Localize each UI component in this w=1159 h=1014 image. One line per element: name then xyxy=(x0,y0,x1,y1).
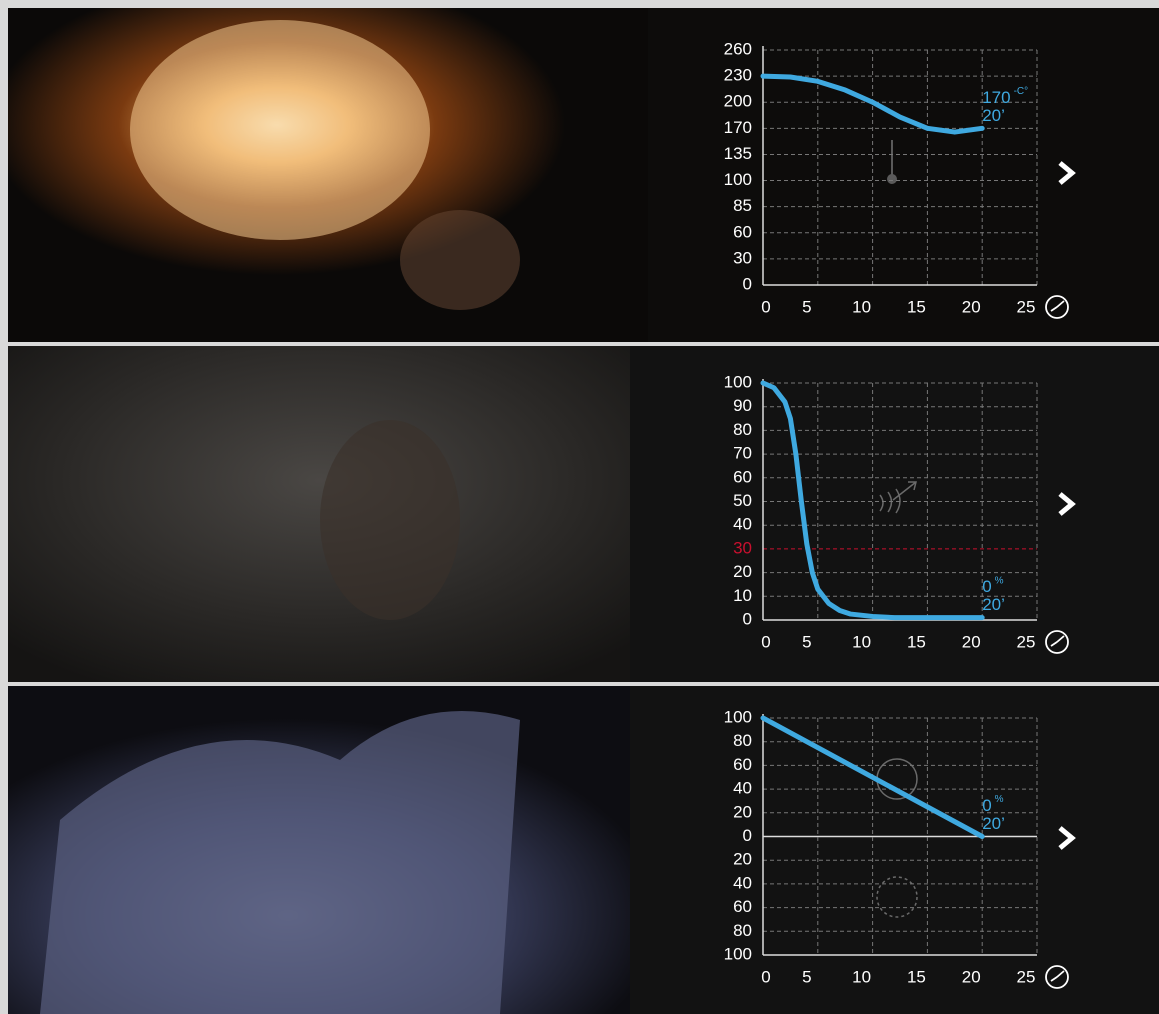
y-tick-label: 50 xyxy=(733,491,752,510)
annotation-value: 170 xyxy=(982,88,1010,107)
y-tick-label: 170 xyxy=(724,118,752,137)
x-tick-label: 0 xyxy=(761,297,770,316)
y-tick-label: 40 xyxy=(733,873,752,892)
clock-icon xyxy=(1050,970,1065,982)
series-line xyxy=(760,73,985,135)
clock-icon xyxy=(1045,630,1069,654)
y-tick-label: 260 xyxy=(724,39,752,58)
figure xyxy=(320,420,460,620)
y-tick-label: 85 xyxy=(733,196,752,215)
x-tick-label: 20 xyxy=(962,967,981,986)
y-tick-label: 80 xyxy=(733,921,752,940)
x-tick-label: 20 xyxy=(962,297,981,316)
y-tick-label: 30 xyxy=(733,538,752,557)
y-tick-label: 40 xyxy=(733,779,752,798)
y-tick-label: 20 xyxy=(733,562,752,581)
x-tick-label: 0 xyxy=(761,967,770,986)
fan-icon xyxy=(876,876,918,918)
x-tick-label: 5 xyxy=(802,967,811,986)
annotation-time: 20’ xyxy=(982,595,1005,614)
y-tick-label: 70 xyxy=(733,444,752,463)
chevron[interactable] xyxy=(1058,161,1076,850)
x-tick-label: 0 xyxy=(761,632,770,651)
clock-icon xyxy=(1045,295,1069,319)
y-tick-label: 60 xyxy=(733,222,752,241)
series-line xyxy=(760,380,985,621)
y-tick-label: 200 xyxy=(724,92,752,111)
x-tick-label: 25 xyxy=(1017,632,1036,651)
y-tick-label: 0 xyxy=(743,609,752,628)
y-tick-label: 80 xyxy=(733,420,752,439)
y-tick-label: 90 xyxy=(733,396,752,415)
x-tick-label: 10 xyxy=(852,297,871,316)
y-tick-label: 100 xyxy=(724,170,752,189)
y-tick-label: 230 xyxy=(724,66,752,85)
x-tick-label: 15 xyxy=(907,297,926,316)
x-tick-label: 5 xyxy=(802,632,811,651)
y-tick-label: 60 xyxy=(733,467,752,486)
x-tick-label: 25 xyxy=(1017,967,1036,986)
fabric xyxy=(40,711,520,1014)
figure xyxy=(400,210,520,310)
clock-icon xyxy=(1045,965,1069,989)
series-line xyxy=(760,715,985,839)
y-tick-label: 0 xyxy=(743,826,752,845)
x-tick-label: 10 xyxy=(852,632,871,651)
y-tick-label: 80 xyxy=(733,731,752,750)
photo xyxy=(8,346,630,682)
annotation-unit: % xyxy=(995,575,1004,586)
y-tick-label: 60 xyxy=(733,897,752,916)
annotation-time: 20’ xyxy=(982,106,1005,125)
clock-icon xyxy=(1050,635,1065,647)
x-tick-label: 25 xyxy=(1017,297,1036,316)
y-tick-label: 135 xyxy=(724,144,752,163)
y-tick-label: 100 xyxy=(724,707,752,726)
y-tick-label: 10 xyxy=(733,586,752,605)
flame xyxy=(130,20,430,240)
annotation-value: 0 xyxy=(982,796,991,815)
x-tick-label: 15 xyxy=(907,967,926,986)
x-tick-label: 5 xyxy=(802,297,811,316)
clock-icon xyxy=(1050,300,1065,312)
y-tick-label: 100 xyxy=(724,372,752,391)
y-tick-label: 30 xyxy=(733,248,752,267)
y-tick-label: 20 xyxy=(733,802,752,821)
x-tick-label: 10 xyxy=(852,967,871,986)
y-tick-label: 20 xyxy=(733,850,752,869)
annotation-time: 20’ xyxy=(982,814,1005,833)
annotation-unit: -C° xyxy=(1014,86,1029,97)
annotation-unit: % xyxy=(995,794,1004,805)
y-tick-label: 0 xyxy=(743,274,752,293)
y-tick-label: 100 xyxy=(724,944,752,963)
y-tick-label: 60 xyxy=(733,755,752,774)
x-tick-label: 20 xyxy=(962,632,981,651)
x-tick-label: 15 xyxy=(907,632,926,651)
annotation-value: 0 xyxy=(982,577,991,596)
y-tick-label: 40 xyxy=(733,515,752,534)
